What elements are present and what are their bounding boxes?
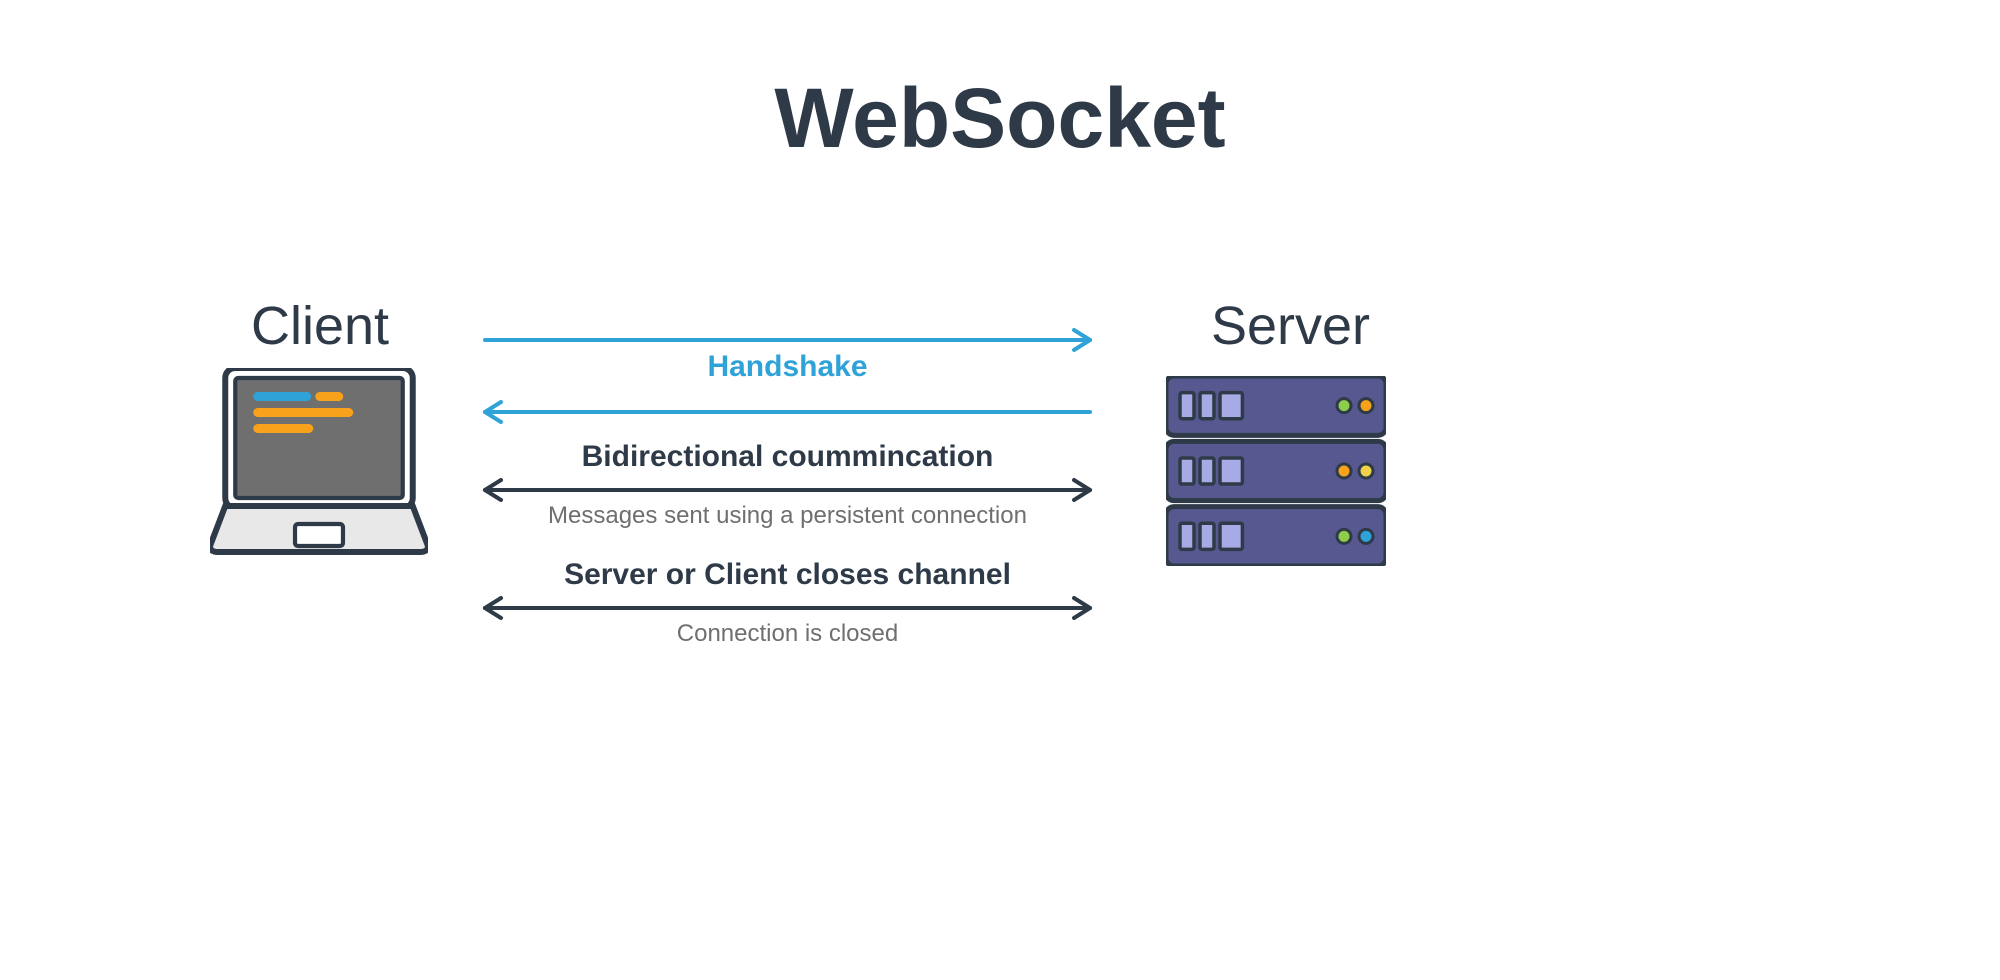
close-channel-subtext: Connection is closed: [485, 620, 1090, 648]
close-channel-label: Server or Client closes channel: [485, 558, 1090, 592]
handshake-label: Handshake: [485, 350, 1090, 384]
bidirectional-subtext: Messages sent using a persistent connect…: [485, 502, 1090, 530]
bidirectional-label: Bidirectional coummincation: [485, 440, 1090, 474]
flow-arrows: [0, 0, 2000, 980]
